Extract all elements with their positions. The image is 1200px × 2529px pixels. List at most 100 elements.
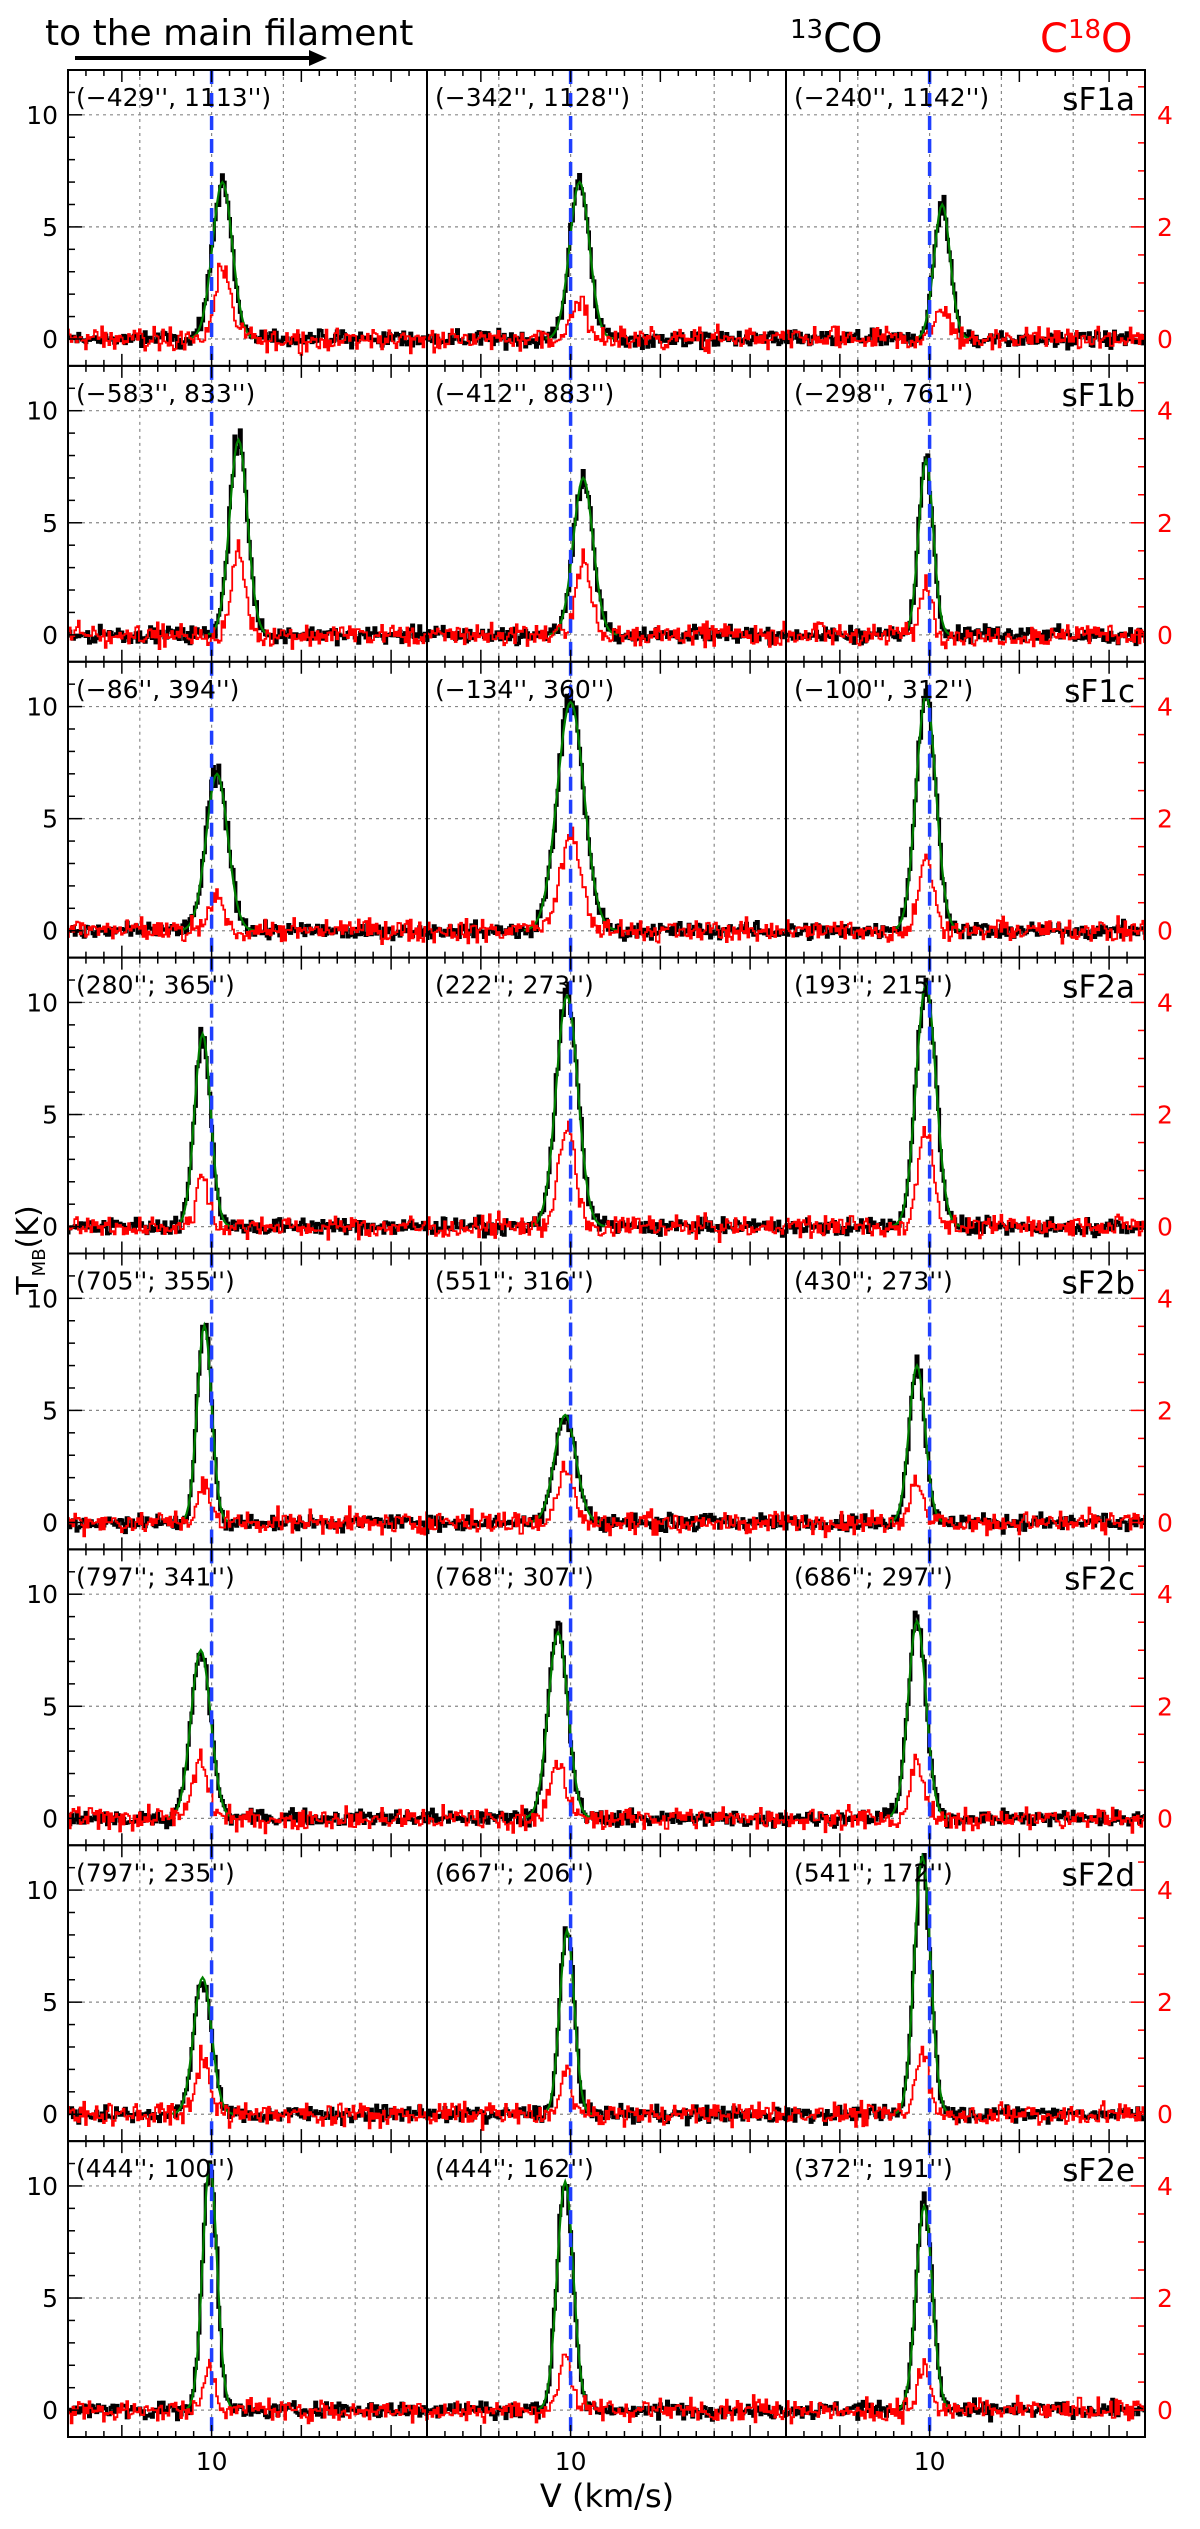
y-tick-label: 0 [42,1508,58,1537]
y-axis-label-sub: MB [29,1248,50,1276]
spectrum-13co [426,1414,787,1535]
spectrum-c18o [426,2353,787,2424]
y2-tick-label: 0 [1157,1508,1173,1537]
y2-tick-label: 4 [1157,2172,1173,2201]
spectrum-c18o [67,2358,428,2425]
y2-tick-label: 2 [1157,805,1173,834]
row-label: sF2e [1062,2153,1135,2189]
spectrum-c18o [785,574,1146,650]
panel-offset-label: (−429'', 1113'') [76,83,271,112]
panel-offset-label: (444''; 100'') [76,2154,235,2183]
spectrum-fit [188,180,257,340]
spectrum-panel: (372''; 191'') [785,2140,1146,2438]
spectrum-13co [426,1926,787,2127]
spectrum-fit [545,180,614,340]
y-tick-label: 0 [42,2396,58,2425]
spectrum-panel: (686''; 297'') [785,1548,1146,1847]
y2-tick-label: 2 [1157,213,1173,242]
panel-frame [426,1252,787,1551]
svg-text:TMB(K): TMB(K) [11,1205,50,1295]
y2-tick-label: 4 [1157,1580,1173,1609]
spectrum-fit [523,700,618,932]
spectrum-fit [891,692,961,932]
row-label: sF2a [1062,970,1135,1006]
y2-tick-label: 2 [1157,1988,1173,2017]
spectrum-13co [67,763,428,942]
spectrum-panel: (768''; 307'') [426,1548,787,1847]
y-axis-label-unit: (K) [11,1205,46,1248]
spectrum-c18o [67,1476,428,1538]
spectrum-c18o [426,2064,787,2131]
spectrum-panel: (667''; 206'') [426,1844,787,2143]
spectrum-fit [166,1648,236,1819]
y2-tick-label: 0 [1157,325,1173,354]
spectrum-fit [523,1630,593,1819]
y2-tick-label: 2 [1157,1396,1173,1425]
spectrum-c18o [67,888,428,945]
panel-grid: (−429'', 1113'') (−342'', 1128'') (−240'',… [26,69,1173,2476]
spectrum-13co [67,1026,428,1236]
panel-frame [426,660,787,959]
spectrum-panel: (−86'', 394'') [67,660,428,959]
y2-tick-label: 4 [1157,101,1173,130]
spectrum-c18o [785,2358,1146,2425]
spectrum-panel: (−100'', 312'') [785,660,1146,959]
spectrum-fit [889,1363,945,1523]
spectrum-c18o [426,548,787,649]
spectrum-fit [171,1975,234,2115]
spectrum-panel: (444''; 162'') [426,2140,787,2438]
x-axis-label: V (km/s) [540,2477,674,2515]
species-c18o-sup: 18 [1068,15,1101,45]
spectrum-13co [426,469,787,647]
spectrum-fit [896,2202,952,2411]
spectrum-13co [426,693,787,942]
panel-frame [426,1844,787,2143]
spectrum-panel: (797''; 235'') [67,1844,428,2143]
spectrum-fit [891,981,961,1228]
y-tick-label: 10 [26,397,58,426]
y2-tick-label: 0 [1157,2100,1173,2129]
y2-tick-label: 4 [1157,693,1173,722]
spectrum-fit [886,1618,948,1819]
panel-frame [67,1548,428,1847]
species-13co-label: 13CO [790,15,883,62]
spectrum-13co [785,1610,1146,1829]
panel-frame [67,660,428,959]
spectrum-13co [426,981,787,1239]
y-tick-label: 10 [26,2172,58,2201]
panel-offset-label: (−86'', 394'') [76,675,239,704]
y-tick-label: 10 [26,1580,58,1609]
y-tick-label: 0 [42,325,58,354]
spectrum-panel: (280''; 365'') [67,956,428,1255]
spectrum-c18o [426,1120,787,1243]
spectrum-13co [785,1354,1146,1535]
panel-offset-label: (−342'', 1128'') [435,83,630,112]
spectrum-c18o [426,1759,787,1834]
spectrum-13co [67,173,428,350]
arrow-icon [75,50,327,66]
y-tick-label: 5 [42,805,58,834]
y-tick-label: 0 [42,1213,58,1242]
panel-offset-label: (768''; 307'') [435,1562,594,1591]
species-13co-sup: 13 [790,15,823,45]
y-tick-label: 10 [26,693,58,722]
panel-offset-label: (−100'', 312'') [794,675,973,704]
y-tick-label: 5 [42,1396,58,1425]
y2-tick-label: 0 [1157,1804,1173,1833]
spectrum-fit [180,772,255,932]
panel-frame [67,1252,428,1551]
spectrum-panel: (−412'', 883'') [426,364,787,663]
y-tick-label: 5 [42,1101,58,1130]
spectrum-c18o [785,1474,1146,1539]
spectrum-c18o [785,2045,1146,2128]
species-13co-main: CO [823,16,882,62]
spectrum-panel: (444''; 100'') [67,2140,428,2438]
panel-frame [426,956,787,1255]
panel-offset-label: (705''; 355'') [76,1267,235,1296]
row-label: sF2c [1064,1561,1135,1597]
spectrum-13co [67,1652,428,1830]
panel-offset-label: (667''; 206'') [435,1858,594,1887]
panel-frame [426,2140,787,2438]
y-tick-label: 10 [26,1876,58,1905]
